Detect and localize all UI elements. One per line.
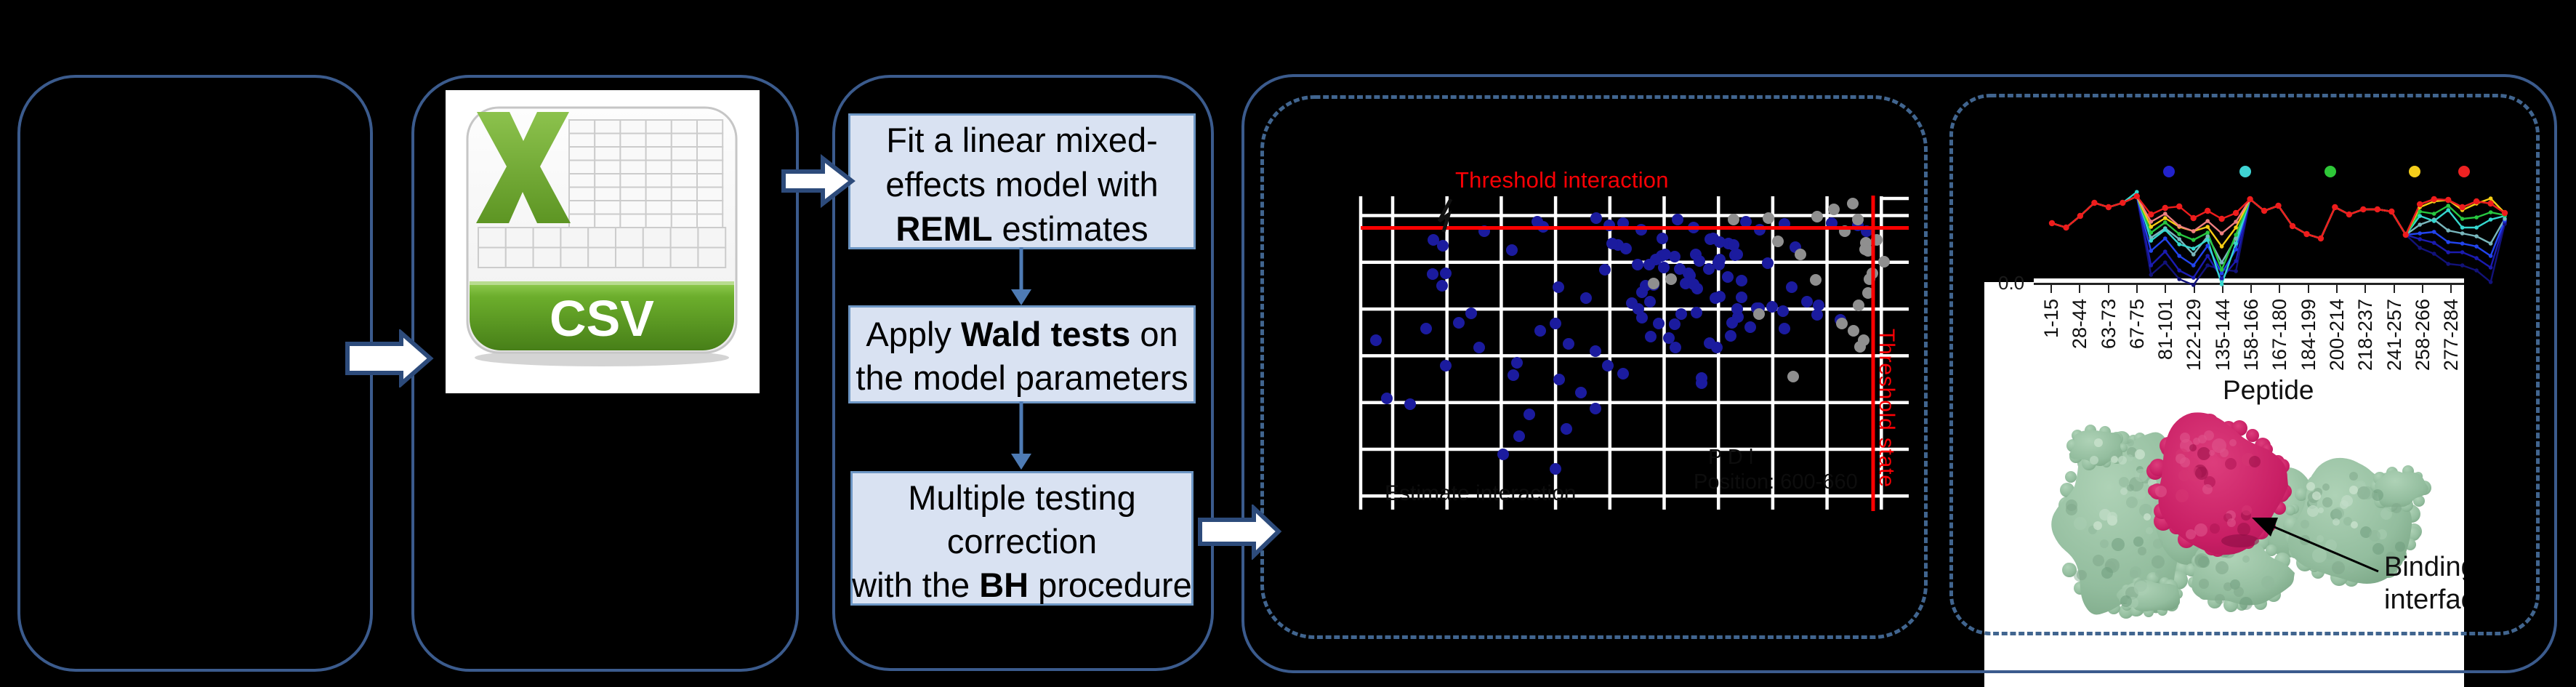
svg-text:Position: 600-660: Position: 600-660 xyxy=(1694,470,1858,494)
svg-text:Threshold state: Threshold state xyxy=(1875,329,1899,488)
svg-text:CSV: CSV xyxy=(550,290,654,347)
svg-text:P D l: P D l xyxy=(1708,446,1753,469)
svg-text:Estimate interaction: Estimate interaction xyxy=(1385,481,1576,505)
svg-text:Threshold interaction: Threshold interaction xyxy=(1455,167,1669,193)
